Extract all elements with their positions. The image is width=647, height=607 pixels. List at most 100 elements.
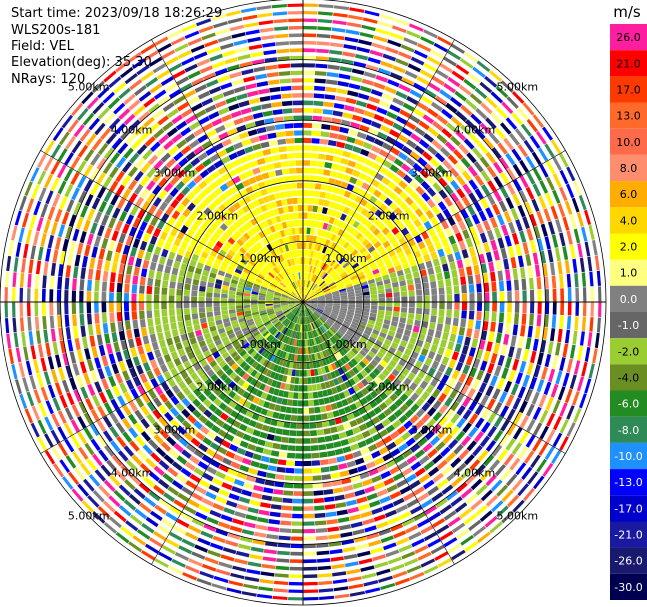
range-gate <box>331 209 338 218</box>
range-gate <box>295 453 303 459</box>
range-gate <box>333 393 341 402</box>
range-gate <box>251 361 259 369</box>
range-gate <box>251 291 259 295</box>
range-gate <box>454 302 460 310</box>
range-gate <box>464 257 471 267</box>
range-gate <box>194 544 208 553</box>
range-gate <box>345 29 360 36</box>
range-gate <box>171 210 181 220</box>
range-gate <box>343 206 351 215</box>
range-gate <box>162 473 174 484</box>
range-gate <box>315 535 328 541</box>
range-gate <box>221 261 229 269</box>
range-gate <box>162 121 174 132</box>
range-gate <box>385 424 396 434</box>
range-gate <box>278 284 285 290</box>
range-gate <box>178 437 189 447</box>
range-gate <box>318 299 326 302</box>
range-gate <box>370 249 378 257</box>
range-gate <box>303 302 306 310</box>
range-gate <box>97 368 105 380</box>
range-gate <box>444 408 454 420</box>
range-gate <box>246 375 254 384</box>
range-gate <box>419 425 430 435</box>
range-gate <box>388 383 398 392</box>
range-gate <box>210 330 219 337</box>
range-gate <box>6 255 12 272</box>
range-gate <box>203 388 212 397</box>
range-gate <box>389 72 403 81</box>
range-gate <box>219 249 227 257</box>
range-gate <box>102 416 113 428</box>
range-gate <box>165 388 175 399</box>
range-gate <box>474 404 484 416</box>
range-gate <box>218 489 230 497</box>
range-gate <box>364 158 374 167</box>
range-gate <box>268 272 275 279</box>
range-gate <box>262 556 277 562</box>
range-gate <box>455 232 464 242</box>
range-gate <box>567 302 572 316</box>
range-gate <box>540 250 547 264</box>
range-gate <box>299 279 302 287</box>
range-gate <box>379 331 387 339</box>
range-gate <box>263 245 270 253</box>
range-gate <box>397 373 406 382</box>
range-gate <box>380 470 392 480</box>
range-gate <box>328 281 336 287</box>
range-gate <box>124 283 130 293</box>
range-gate <box>45 190 54 205</box>
range-gate <box>318 398 325 406</box>
range-gate <box>59 394 68 409</box>
range-gate <box>501 489 514 503</box>
range-gate <box>297 302 303 308</box>
range-gate <box>370 145 381 154</box>
range-gate <box>317 565 332 571</box>
range-gate <box>150 216 159 227</box>
range-gate <box>458 84 472 96</box>
range-gate <box>288 275 293 283</box>
range-gate <box>131 302 137 311</box>
range-gate <box>329 270 337 277</box>
range-gate <box>181 56 195 66</box>
range-gate <box>365 461 376 469</box>
range-gate <box>293 122 303 128</box>
range-gate <box>275 474 285 481</box>
range-gate <box>564 260 571 274</box>
range-gate <box>291 190 298 197</box>
range-gate <box>295 331 299 339</box>
range-gate <box>198 90 211 100</box>
range-gate <box>108 495 121 508</box>
range-gate <box>307 331 311 339</box>
range-gate <box>128 400 138 412</box>
range-gate <box>532 406 542 421</box>
range-gate <box>363 580 379 587</box>
start-time-text: Start time: 2023/09/18 18:26:29 <box>11 6 223 21</box>
range-gate <box>287 153 296 159</box>
range-gate <box>295 445 303 452</box>
range-gate <box>348 302 356 305</box>
range-gate <box>124 479 136 491</box>
range-gate <box>26 198 35 213</box>
range-gate <box>304 272 307 280</box>
range-gate <box>241 529 255 536</box>
range-gate <box>299 242 303 249</box>
range-gate <box>348 350 356 358</box>
range-gate <box>259 271 267 278</box>
range-gate <box>560 288 565 302</box>
range-ring-label: 4.00km <box>111 124 153 137</box>
range-gate <box>183 302 190 309</box>
range-gate <box>317 26 332 31</box>
range-gate <box>309 167 317 174</box>
range-gate <box>235 430 245 439</box>
range-gate <box>493 401 503 414</box>
range-gate <box>132 58 146 70</box>
range-gate <box>80 205 89 218</box>
range-gate <box>383 408 393 417</box>
range-gate <box>278 283 286 289</box>
range-gate <box>294 220 299 227</box>
range-gate <box>262 281 270 287</box>
range-gate <box>349 176 358 185</box>
range-gate <box>246 262 254 269</box>
range-gate <box>220 373 228 382</box>
